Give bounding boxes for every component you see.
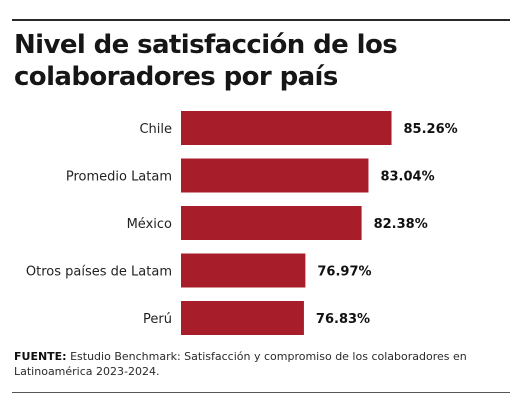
value-label: 85.26% [404, 122, 458, 137]
source-text: Estudio Benchmark: Satisfacción y compro… [14, 350, 467, 378]
category-label: Perú [143, 312, 172, 327]
bar [181, 253, 306, 288]
category-label: México [127, 217, 172, 232]
bar-chart: Chile 85.26% Promedio Latam 83.04% México 82.… [26, 111, 458, 335]
bar [181, 158, 369, 193]
category-label: Otros países de Latam [26, 265, 172, 280]
bottom-rule [12, 392, 510, 393]
value-label: 83.04% [380, 170, 434, 185]
bar [181, 206, 362, 240]
bar [181, 301, 304, 335]
bar [181, 111, 392, 145]
value-label: 76.83% [316, 312, 370, 327]
category-label: Chile [139, 122, 172, 137]
top-rule [12, 19, 510, 21]
source-note: FUENTE: Estudio Benchmark: Satisfacción … [14, 349, 494, 379]
category-label: Promedio Latam [66, 170, 172, 185]
source-label: FUENTE: [14, 350, 67, 363]
chart-title: Nivel de satisfacción de los colaborador… [14, 30, 398, 92]
value-label: 82.38% [374, 217, 428, 232]
value-label: 76.97% [317, 265, 371, 280]
